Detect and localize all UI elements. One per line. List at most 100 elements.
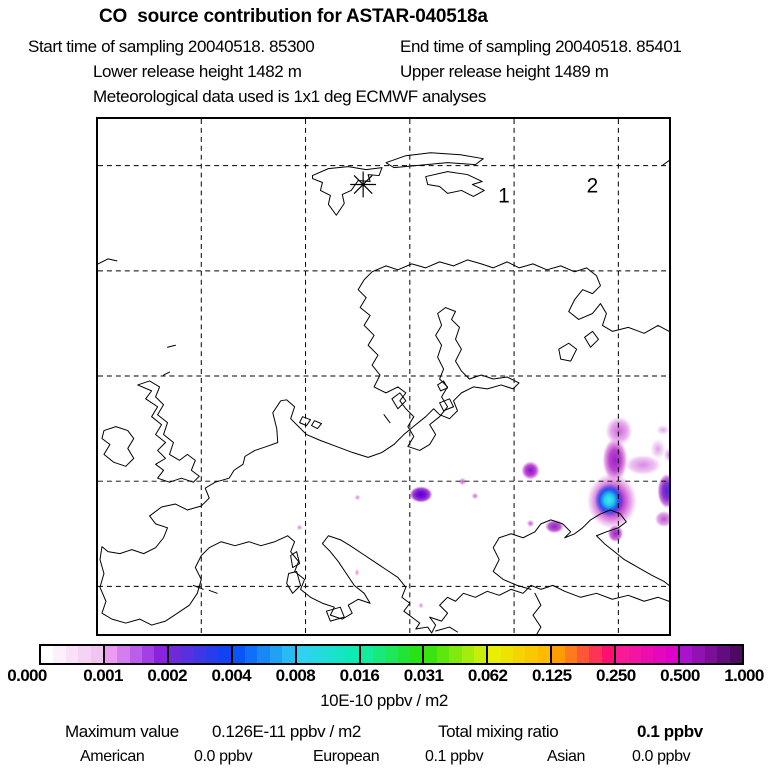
colorbar-step <box>488 646 501 663</box>
colorbar-segment-6 <box>424 646 489 663</box>
map-region-label-1: 1 <box>498 184 510 207</box>
colorbar-step <box>436 646 450 663</box>
colorbar-segment-10 <box>680 646 742 663</box>
coast-islands-and-lakes <box>98 160 669 633</box>
graticule-grid <box>98 119 669 634</box>
colorbar-step <box>665 646 679 663</box>
colorbar-segment-0 <box>41 646 105 663</box>
colorbar-step <box>680 646 693 663</box>
colorbar-step <box>717 646 730 663</box>
colorbar-tick-0.002: 0.002 <box>147 666 187 685</box>
colorbar-tick-1.000: 1.000 <box>724 666 764 685</box>
map-region-label-2: 2 <box>587 174 599 197</box>
colorbar-step <box>309 646 322 663</box>
colorbar-step <box>129 646 143 663</box>
colorbar-step <box>282 646 295 663</box>
coast-turkey-west <box>532 592 542 634</box>
colorbar-step <box>513 646 526 663</box>
colorbar-step <box>104 646 118 663</box>
colorbar-step <box>53 646 66 663</box>
colorbar-step <box>473 646 487 663</box>
colorbar-step <box>41 646 54 663</box>
coast-svalbard-west <box>312 166 383 216</box>
colorbar-step <box>142 646 155 663</box>
colorbar-tick-0.000: 0.000 <box>7 666 47 685</box>
colorbar-step <box>564 646 577 663</box>
colorbar-tick-0.125: 0.125 <box>531 666 572 685</box>
colorbar-step <box>616 646 629 663</box>
colorbar-segment-3 <box>232 646 297 663</box>
coast-france-iberia <box>99 515 289 626</box>
release-point-star <box>353 175 373 194</box>
colorbar-tick-0.500: 0.500 <box>660 666 700 685</box>
colorbar-segment-7 <box>488 646 553 663</box>
colorbar-step <box>704 646 718 663</box>
colorbar-step <box>385 646 398 663</box>
colorbar-step <box>333 646 347 663</box>
colorbar <box>39 644 744 665</box>
colorbar-step <box>168 646 182 663</box>
coast-svalbard-east <box>425 171 485 197</box>
colorbar-segment-2 <box>168 646 233 663</box>
colorbar-segment-4 <box>296 646 361 663</box>
colorbar-step <box>537 646 551 663</box>
colorbar-step <box>181 646 194 663</box>
colorbar-step <box>461 646 474 663</box>
colorbar-step <box>372 646 386 663</box>
colorbar-segment-8 <box>552 646 617 663</box>
region-european-value: 0.1 ppbv <box>425 748 484 765</box>
release-marker-layer <box>350 171 377 198</box>
coast-black-sea-west <box>492 537 532 590</box>
colorbar-tick-0.016: 0.016 <box>339 666 380 685</box>
colorbar-step <box>653 646 666 663</box>
colorbar-step <box>205 646 219 663</box>
colorbar-step <box>117 646 130 663</box>
max-value-number: 0.126E-11 ppbv / m2 <box>212 722 361 741</box>
colorbar-step <box>245 646 258 663</box>
figure-title: CO source contribution for ASTAR-040518a <box>99 6 488 27</box>
colorbar-step <box>269 646 283 663</box>
region-asian-value: 0.0 ppbv <box>632 748 691 765</box>
colorbar-tick-0.001: 0.001 <box>83 666 123 685</box>
coast-great-britain <box>137 380 200 483</box>
colorbar-step <box>65 646 79 663</box>
lower-release-label: Lower release height 1482 m <box>93 62 302 81</box>
colorbar-step <box>321 646 334 663</box>
colorbar-step <box>552 646 565 663</box>
coast-mainland-scandinavia-russia <box>149 259 669 517</box>
colorbar-step <box>218 646 231 663</box>
region-american-value: 0.0 ppbv <box>194 748 253 765</box>
mixing-ratio-value: 0.1 ppbv <box>637 722 703 741</box>
colorbar-step <box>449 646 462 663</box>
colorbar-step <box>360 646 373 663</box>
colorbar-step <box>589 646 602 663</box>
colorbar-tick-0.008: 0.008 <box>275 666 316 685</box>
start-time-label: Start time of sampling 20040518. 85300 <box>28 37 315 56</box>
colorbar-segment-9 <box>616 646 681 663</box>
colorbar-tick-0.031: 0.031 <box>403 666 444 685</box>
region-asian-label: Asian <box>547 748 586 765</box>
colorbar-step <box>257 646 270 663</box>
end-time-label: End time of sampling 20040518. 85401 <box>400 37 682 56</box>
region-american-label: American <box>80 748 145 765</box>
region-european-label: European <box>313 748 380 765</box>
colorbar-step <box>296 646 309 663</box>
colorbar-step <box>729 646 742 663</box>
colorbar-step <box>692 646 705 663</box>
mixing-ratio-label: Total mixing ratio <box>438 722 559 741</box>
coast-svalbard-northeast <box>385 152 484 169</box>
colorbar-step <box>640 646 654 663</box>
colorbar-segment-1 <box>104 646 169 663</box>
coast-black-sea-north <box>498 509 669 586</box>
met-data-label: Meteorological data used is 1x1 deg ECMW… <box>93 87 486 106</box>
colorbar-step <box>410 646 423 663</box>
colorbar-step <box>193 646 206 663</box>
colorbar-step <box>232 646 246 663</box>
colorbar-step <box>154 646 167 663</box>
colorbar-step <box>346 646 359 663</box>
colorbar-tick-0.250: 0.250 <box>596 666 636 685</box>
